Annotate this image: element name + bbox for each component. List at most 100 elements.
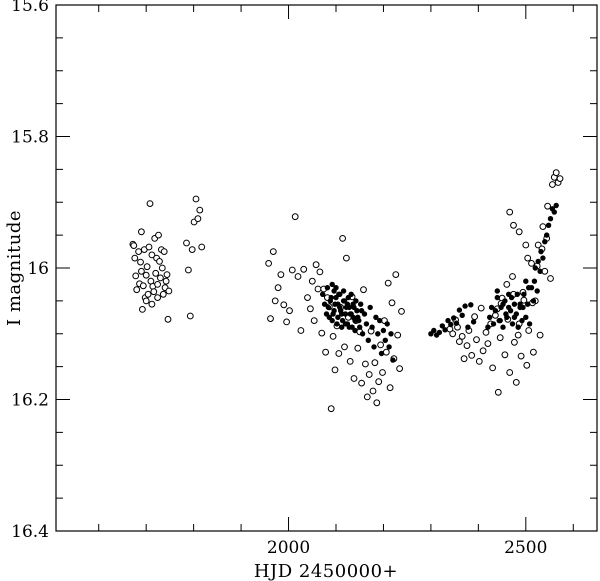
filled-data-point — [492, 308, 499, 314]
open-data-point — [294, 273, 302, 280]
open-data-point — [280, 301, 288, 309]
open-data-point — [286, 307, 293, 315]
filled-data-point — [325, 304, 332, 311]
open-data-point — [183, 239, 190, 247]
open-data-point — [511, 338, 518, 346]
open-data-point — [363, 393, 371, 401]
open-data-point — [552, 169, 560, 177]
open-data-point — [525, 327, 533, 334]
open-data-point — [471, 313, 479, 321]
open-data-point — [362, 360, 369, 368]
open-data-point — [392, 271, 400, 279]
filled-data-point — [456, 307, 463, 313]
open-data-point — [160, 248, 168, 256]
filled-data-point — [535, 258, 541, 265]
open-data-point — [512, 379, 520, 386]
filled-data-point — [508, 294, 515, 301]
filled-data-point — [468, 302, 474, 308]
open-data-point — [494, 388, 502, 396]
open-data-point — [148, 300, 156, 308]
open-data-point — [468, 352, 476, 359]
filled-data-point — [540, 255, 546, 261]
filled-data-point — [511, 301, 518, 307]
filled-data-point — [451, 315, 457, 321]
filled-data-point — [358, 301, 364, 307]
open-data-point — [503, 281, 511, 288]
filled-data-point — [359, 331, 366, 337]
open-data-point — [528, 260, 535, 267]
open-data-point — [274, 284, 282, 292]
filled-data-point — [448, 321, 454, 328]
filled-data-point — [352, 327, 358, 334]
open-data-point — [188, 246, 196, 254]
y-tick-label: 15.8 — [11, 128, 49, 148]
open-data-point — [522, 241, 530, 249]
open-data-point — [269, 248, 277, 256]
filled-data-point — [520, 304, 526, 311]
x-tick-labels: 2000 2500 — [267, 538, 548, 558]
open-data-point — [479, 347, 487, 355]
filled-data-point — [428, 331, 434, 337]
filled-data-point — [515, 324, 521, 330]
open-data-point — [186, 312, 194, 320]
open-data-point — [307, 305, 314, 313]
open-data-point — [510, 221, 517, 229]
open-data-point — [473, 336, 480, 344]
open-data-point — [375, 378, 383, 386]
x-tick-label: 2500 — [504, 538, 547, 558]
filled-data-point — [345, 294, 351, 301]
x-tick-label: 2000 — [267, 538, 310, 558]
open-data-point — [484, 340, 492, 348]
filled-data-point — [339, 324, 345, 330]
filled-data-point — [380, 327, 387, 334]
filled-data-point — [339, 311, 345, 317]
filled-data-point — [453, 320, 460, 326]
y-axis-ticks — [56, 4, 597, 532]
open-data-point — [314, 285, 322, 293]
filled-data-point — [524, 301, 531, 307]
filled-data-point — [462, 303, 468, 309]
open-data-point — [449, 330, 457, 338]
filled-data-point — [324, 285, 331, 291]
open-data-point — [164, 315, 172, 323]
open-data-point — [154, 281, 162, 288]
filled-data-point — [377, 317, 383, 324]
filled-data-point — [386, 344, 392, 350]
open-data-point — [308, 277, 316, 285]
filled-data-point — [365, 337, 371, 343]
open-data-point — [316, 268, 324, 276]
open-data-point — [194, 215, 202, 223]
filled-data-point — [431, 327, 437, 334]
filled-data-point — [532, 265, 538, 271]
open-data-point — [146, 200, 154, 208]
open-data-point — [489, 364, 497, 372]
open-data-point — [386, 384, 394, 392]
open-data-point — [556, 175, 564, 183]
filled-data-point — [334, 321, 340, 327]
filled-data-point — [335, 301, 341, 307]
open-data-point — [544, 202, 551, 210]
filled-data-point — [371, 344, 377, 350]
open-data-point — [549, 181, 556, 188]
open-data-point — [343, 254, 350, 262]
open-data-point — [501, 351, 509, 359]
open-data-point — [322, 348, 330, 356]
open-data-point — [159, 290, 167, 298]
open-data-point — [196, 206, 204, 214]
filled-data-point — [328, 294, 334, 301]
filled-data-point — [523, 314, 529, 320]
open-data-point — [131, 254, 139, 262]
open-data-point — [331, 366, 339, 374]
filled-data-point — [551, 209, 557, 215]
open-data-point — [547, 275, 554, 282]
y-tick-labels: 15.6 15.8 16 16.2 16.4 — [11, 0, 49, 542]
open-data-point — [475, 358, 483, 365]
open-data-point — [150, 288, 158, 296]
filled-data-point — [490, 321, 497, 327]
y-tick-label: 16.2 — [11, 391, 49, 411]
y-axis-label: I magnitude — [4, 210, 25, 326]
open-data-point — [283, 318, 291, 326]
open-data-point — [144, 290, 152, 298]
open-data-point — [318, 329, 326, 337]
